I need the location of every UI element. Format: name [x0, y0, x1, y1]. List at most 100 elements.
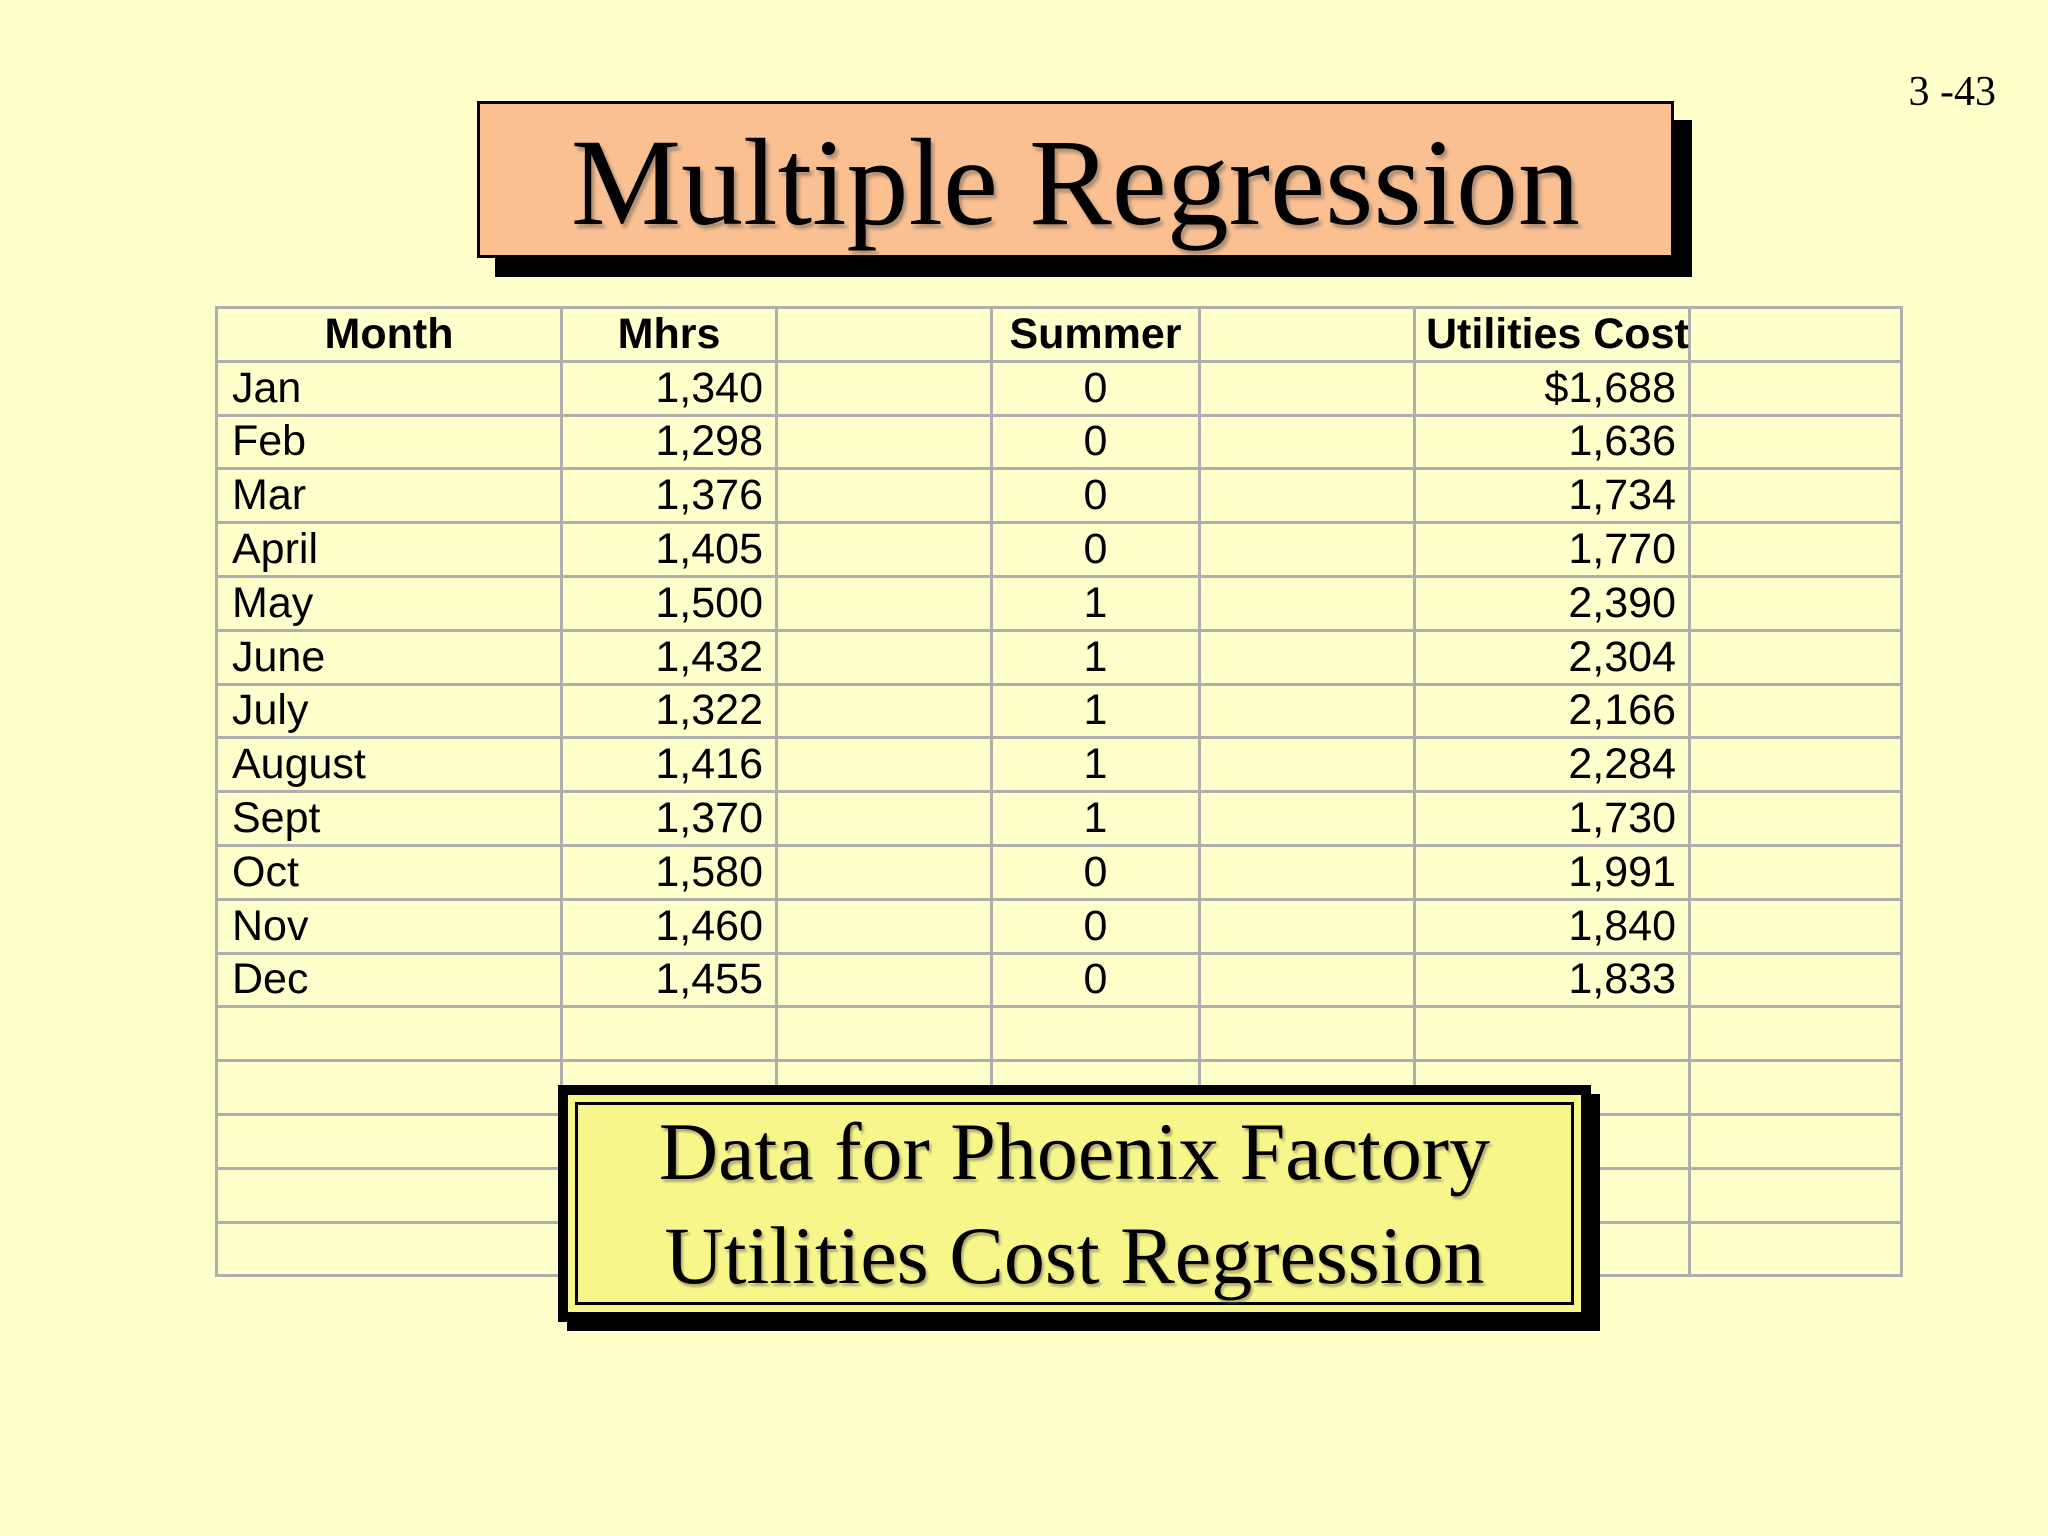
table-cell: [1198, 682, 1416, 740]
table-cell: Oct: [215, 843, 563, 901]
table-cell: 2,304: [1413, 628, 1691, 686]
table-row: Oct 1,580 0 1,991: [215, 843, 1903, 901]
table-cell: May: [215, 574, 563, 632]
table-cell: 1,322: [560, 682, 778, 740]
table-cell: 1,770: [1413, 521, 1691, 578]
table-cell: [1198, 521, 1416, 578]
table-cell: [775, 467, 993, 525]
table-cell: 0: [990, 413, 1201, 471]
table-cell: [1688, 1220, 1903, 1278]
table-cell: Dec: [215, 951, 563, 1009]
table-cell: Jan: [215, 359, 563, 417]
table-cell: 1: [990, 574, 1201, 632]
table-cell: [1688, 359, 1903, 417]
table-cell: [1198, 1005, 1416, 1063]
table-cell: [560, 1005, 778, 1063]
table-row: Nov 1,460 0 1,840: [215, 897, 1903, 955]
table-cell: [1688, 1059, 1903, 1116]
table-cell: [775, 951, 993, 1009]
table-cell: [215, 1166, 563, 1224]
table-cell: [1688, 1112, 1903, 1170]
table-header-cell: Summer: [990, 306, 1201, 363]
table-cell: [1688, 1005, 1903, 1063]
table-cell: 0: [990, 467, 1201, 525]
table-row: Feb 1,298 0 1,636: [215, 413, 1903, 471]
table-cell: April: [215, 521, 563, 578]
table-cell: [775, 413, 993, 471]
table-cell: [215, 1059, 563, 1116]
table-header-row: Month Mhrs Summer Utilities Cost: [215, 306, 1903, 363]
table-cell: [775, 843, 993, 901]
table-cell: [1688, 736, 1903, 794]
table-cell: Nov: [215, 897, 563, 955]
table-cell: 2,166: [1413, 682, 1691, 740]
table-cell: 1: [990, 736, 1201, 794]
table-cell: [1198, 951, 1416, 1009]
table-cell: [775, 1005, 993, 1063]
table-cell: 1: [990, 790, 1201, 847]
table-cell: [1413, 1005, 1691, 1063]
table-cell: 1,416: [560, 736, 778, 794]
callout-box: Data for Phoenix Factory Utilities Cost …: [558, 1085, 1591, 1322]
table-cell: 1,340: [560, 359, 778, 417]
table-cell: [1688, 897, 1903, 955]
table-cell: [1688, 790, 1903, 847]
table-cell: 2,390: [1413, 574, 1691, 632]
table-cell: [1198, 359, 1416, 417]
table-cell: [215, 1220, 563, 1278]
table-header-cell: [1688, 306, 1903, 363]
table-cell: [1688, 682, 1903, 740]
table-cell: [1688, 843, 1903, 901]
table-cell: [1688, 413, 1903, 471]
table-row: Sept 1,370 1 1,730: [215, 790, 1903, 847]
table-cell: July: [215, 682, 563, 740]
table-cell: [1198, 790, 1416, 847]
table-empty-row: [215, 1005, 1903, 1063]
table-cell: [1198, 628, 1416, 686]
table-cell: 2,284: [1413, 736, 1691, 794]
table-row: August 1,416 1 2,284: [215, 736, 1903, 794]
table-cell: [1688, 467, 1903, 525]
table-cell: 1,840: [1413, 897, 1691, 955]
table-cell: 1,833: [1413, 951, 1691, 1009]
callout-line2: Utilities Cost Regression: [664, 1209, 1485, 1301]
table-cell: [775, 521, 993, 578]
table-cell: [775, 736, 993, 794]
table-row: April 1,405 0 1,770: [215, 521, 1903, 578]
table-cell: Mar: [215, 467, 563, 525]
table-cell: [775, 897, 993, 955]
table-cell: June: [215, 628, 563, 686]
table-cell: Feb: [215, 413, 563, 471]
table-header-cell: Month: [215, 306, 563, 363]
table-cell: [775, 682, 993, 740]
table-cell: [215, 1112, 563, 1170]
table-header-cell: Mhrs: [560, 306, 778, 363]
callout-inner: Data for Phoenix Factory Utilities Cost …: [575, 1102, 1574, 1305]
table-cell: $1,688: [1413, 359, 1691, 417]
table-cell: [1198, 413, 1416, 471]
table-cell: [1688, 521, 1903, 578]
table-cell: 1,991: [1413, 843, 1691, 901]
table-cell: 1,636: [1413, 413, 1691, 471]
table-cell: [775, 628, 993, 686]
table-cell: 1,432: [560, 628, 778, 686]
title-text: Multiple Regression: [570, 113, 1581, 251]
table-cell: 1,580: [560, 843, 778, 901]
table-cell: [1198, 467, 1416, 525]
callout-line1: Data for Phoenix Factory: [658, 1106, 1491, 1198]
table-cell: 0: [990, 951, 1201, 1009]
table-cell: [1688, 628, 1903, 686]
table-row: July 1,322 1 2,166: [215, 682, 1903, 740]
table-cell: 1,734: [1413, 467, 1691, 525]
table-cell: 1,298: [560, 413, 778, 471]
table-cell: 0: [990, 359, 1201, 417]
table-cell: [1198, 897, 1416, 955]
table-cell: [775, 790, 993, 847]
table-cell: [775, 359, 993, 417]
table-cell: 0: [990, 521, 1201, 578]
table-cell: [1688, 574, 1903, 632]
table-row: Dec 1,455 0 1,833: [215, 951, 1903, 1009]
table-cell: 1,500: [560, 574, 778, 632]
table-cell: Sept: [215, 790, 563, 847]
